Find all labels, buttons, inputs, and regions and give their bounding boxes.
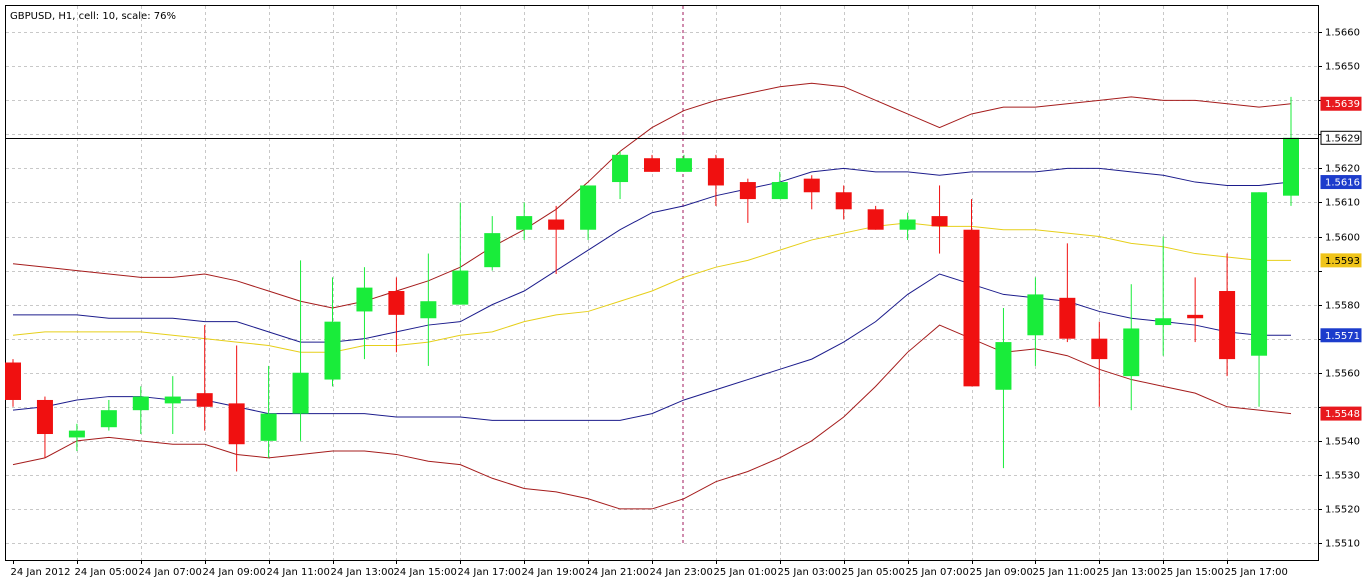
candle-body xyxy=(260,413,277,441)
candle-body xyxy=(1123,328,1140,377)
candle-body xyxy=(548,219,565,230)
candle-body xyxy=(899,219,916,230)
candle-body xyxy=(164,396,181,404)
price-marker xyxy=(1320,406,1362,421)
x-tick-label: 24 Jan 09:00 xyxy=(203,567,266,578)
candle-body xyxy=(68,430,85,438)
y-tick-label: 1.5610 xyxy=(1325,198,1360,209)
price-marker-label: 1.5593 xyxy=(1325,256,1360,267)
x-tick-label: 25 Jan 15:00 xyxy=(1161,567,1224,578)
candle-body xyxy=(1059,297,1076,339)
x-tick-label: 24 Jan 11:00 xyxy=(267,567,330,578)
price-marker xyxy=(1320,96,1362,111)
candle-body xyxy=(1091,338,1108,360)
candle-body xyxy=(420,301,437,319)
price-marker-label: 1.5548 xyxy=(1325,409,1360,420)
candle-body xyxy=(867,209,884,230)
candle-body xyxy=(707,158,724,186)
x-tick-label: 25 Jan 17:00 xyxy=(1225,567,1288,578)
candle-body xyxy=(484,233,501,268)
x-tick-label: 25 Jan 03:00 xyxy=(778,567,841,578)
candle-body xyxy=(644,158,660,172)
candle-body xyxy=(1155,318,1172,326)
y-tick-label: 1.5620 xyxy=(1325,164,1360,175)
marks xyxy=(5,82,1299,510)
x-tick-label: 24 Jan 15:00 xyxy=(394,567,457,578)
candle-body xyxy=(1219,291,1236,360)
candle-body xyxy=(771,182,788,200)
grid xyxy=(6,6,1318,560)
candle-body xyxy=(196,393,213,407)
price-marker xyxy=(1320,328,1362,343)
band-line xyxy=(12,273,1291,421)
y-tick-label: 1.5560 xyxy=(1325,369,1360,380)
candle-body xyxy=(1187,314,1204,319)
candle-body xyxy=(612,154,629,183)
y-tick-label: 1.5580 xyxy=(1325,301,1360,312)
candle-body xyxy=(324,321,341,380)
x-tick-label: 25 Jan 01:00 xyxy=(714,567,777,578)
candle-body xyxy=(452,270,469,305)
chart-title: GBPUSD, H1, cell: 10, scale: 76% xyxy=(10,11,176,22)
price-marker-label: 1.5571 xyxy=(1325,331,1360,342)
band-line xyxy=(12,324,1292,510)
candle-body xyxy=(995,342,1012,390)
candle-body xyxy=(1283,137,1299,196)
x-tick-label: 24 Jan 13:00 xyxy=(331,567,394,578)
y-tick-label: 1.5600 xyxy=(1325,233,1360,244)
band-line xyxy=(12,222,1291,353)
price-marker xyxy=(1320,253,1362,268)
x-tick-label: 24 Jan 19:00 xyxy=(522,567,585,578)
candle-body xyxy=(835,192,852,210)
y-tick-label: 1.5650 xyxy=(1325,62,1360,73)
candle-body xyxy=(1251,192,1268,356)
x-tick-label: 24 Jan 2012 xyxy=(11,567,71,578)
candle-body xyxy=(100,410,117,428)
candle-body xyxy=(963,229,980,387)
candle-body xyxy=(675,158,692,172)
y-tick-label: 1.5530 xyxy=(1325,471,1360,482)
candle-body xyxy=(36,399,53,435)
band-line xyxy=(12,82,1292,309)
candle-body xyxy=(228,403,245,445)
price-marker-label: 1.5639 xyxy=(1325,99,1360,110)
candle-body xyxy=(931,216,948,227)
band-line xyxy=(13,167,1292,343)
x-tick-label: 25 Jan 11:00 xyxy=(1033,567,1096,578)
x-tick-label: 25 Jan 05:00 xyxy=(842,567,905,578)
plot-frame xyxy=(5,5,1319,561)
y-tick-label: 1.5540 xyxy=(1325,437,1360,448)
candle-body xyxy=(5,362,21,400)
candle-body xyxy=(292,372,309,414)
candle-body xyxy=(388,291,405,315)
x-tick-label: 25 Jan 09:00 xyxy=(970,567,1033,578)
y-tick-label: 1.5660 xyxy=(1325,28,1360,39)
x-tick-label: 24 Jan 17:00 xyxy=(458,567,521,578)
candle-body xyxy=(516,216,533,230)
price-marker xyxy=(1320,130,1362,145)
x-tick-label: 25 Jan 13:00 xyxy=(1097,567,1160,578)
x-tick-label: 25 Jan 07:00 xyxy=(906,567,969,578)
candle-body xyxy=(356,287,373,312)
candle-body xyxy=(132,396,149,411)
x-tick-label: 24 Jan 07:00 xyxy=(139,567,202,578)
price-marker-label: 1.5629 xyxy=(1325,133,1360,144)
candle-body xyxy=(1027,294,1044,336)
candle-body xyxy=(580,185,597,230)
x-tick-label: 24 Jan 05:00 xyxy=(75,567,138,578)
x-tick-label: 24 Jan 23:00 xyxy=(650,567,713,578)
y-tick-label: 1.5510 xyxy=(1325,539,1360,550)
candle-body xyxy=(803,178,820,193)
candle-body xyxy=(739,182,756,200)
price-marker xyxy=(1320,175,1362,190)
price-marker-label: 1.5616 xyxy=(1325,178,1360,189)
y-tick-label: 1.5520 xyxy=(1325,505,1360,516)
x-tick-label: 24 Jan 21:00 xyxy=(586,567,649,578)
